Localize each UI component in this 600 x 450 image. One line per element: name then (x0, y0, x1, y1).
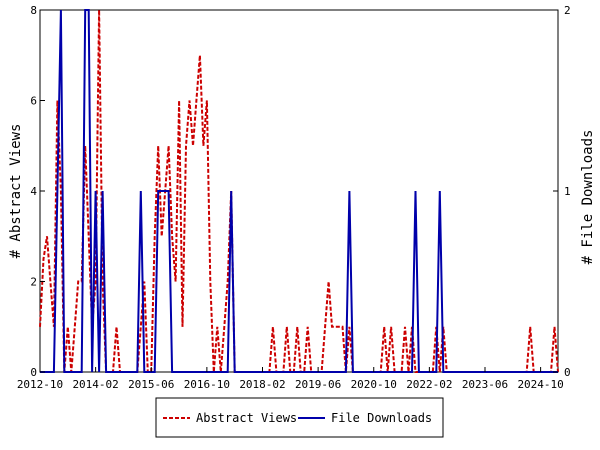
y-left-axis: 0 2 4 6 8 (30, 4, 45, 379)
y-left-tick-label: 6 (30, 95, 37, 108)
x-tick-label: 2015-06 (128, 378, 174, 391)
x-tick-label: 2012-10 (17, 378, 63, 391)
y-right-axis-title: # File Downloads (580, 130, 596, 265)
x-tick-label: 2016-10 (184, 378, 230, 391)
y-right-tick-label: 1 (564, 185, 571, 198)
y-left-axis-title: # Abstract Views (8, 124, 24, 259)
x-tick-label: 2023-06 (462, 378, 508, 391)
y-right-axis: 0 1 2 (553, 4, 571, 379)
legend-label-abstract-views: Abstract Views (196, 411, 297, 425)
x-tick-label: 2020-10 (351, 378, 397, 391)
legend: Abstract Views File Downloads (155, 397, 444, 438)
y-left-tick-label: 0 (30, 366, 37, 379)
y-right-tick-label: 2 (564, 4, 571, 17)
series-layer (39, 9, 559, 373)
x-axis: 2012-10 2014-02 2015-06 2016-10 2018-02 2019-… (17, 367, 564, 391)
x-tick-label: 2022-02 (406, 378, 452, 391)
x-tick-label: 2024-10 (517, 378, 563, 391)
y-left-tick-label: 8 (30, 4, 37, 17)
legend-label-file-downloads: File Downloads (331, 411, 432, 425)
y-left-tick-label: 2 (30, 276, 37, 289)
y-right-tick-label: 0 (564, 366, 571, 379)
y-left-tick-label: 4 (30, 185, 37, 198)
series-line-file-downloads (40, 9, 558, 373)
x-tick-label: 2019-06 (295, 378, 341, 391)
x-tick-label: 2014-02 (72, 378, 118, 391)
x-tick-label: 2018-02 (239, 378, 285, 391)
